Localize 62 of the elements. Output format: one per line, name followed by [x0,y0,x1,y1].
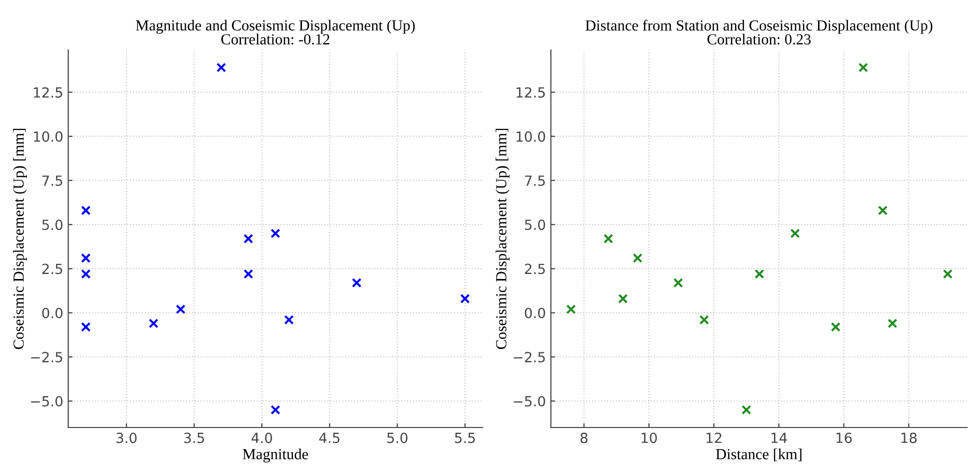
y-tick-label: 2.5 [524,264,545,274]
x-tick-label: 3.5 [184,432,204,444]
y-tick-label: 0.0 [524,308,546,318]
y-tick-label: −5.0 [31,396,62,407]
x-tick-label: 18 [901,432,917,444]
x-tick-label: 16 [836,432,852,444]
point [81,253,91,263]
y-tick-label: 12.5 [516,87,545,98]
x-tick-label: 4.5 [319,432,340,444]
point [284,315,294,325]
point [632,253,642,263]
point [270,228,280,238]
chart-title: Distance from Station and Coseismic Displacement (Up) Correlation: 0.23 [586,20,932,45]
point [216,62,226,72]
y-axis-title: Coseismic Displacement (Up) [mm] [496,128,510,350]
point [270,405,280,415]
point [81,206,91,216]
point [81,269,91,279]
point [244,234,254,244]
point [460,294,470,304]
point [699,315,710,325]
point [673,278,684,288]
y-axis-title: Coseismic Displacement (Up) [mm] [13,128,27,350]
x-axis-title: Distance [km] [716,448,802,462]
y-tick-label: 12.5 [34,87,62,98]
y-tick-label: −2.5 [31,352,62,362]
point [790,228,800,238]
x-tick-label: 10 [642,432,657,444]
y-tick-label: 7.5 [42,176,62,186]
x-tick-label: 3.0 [116,432,137,444]
y-tick-label: 5.0 [42,220,62,230]
point [858,62,868,72]
point [352,278,362,288]
y-tick-label: 10.0 [516,131,546,142]
y-tick-label: 5.0 [525,220,546,230]
point [81,322,91,332]
y-tick-label: 10.0 [34,131,62,142]
x-tick-label: 14 [772,432,787,443]
point [604,234,614,244]
y-tick-label: −5.0 [514,396,546,407]
x-tick-label: 4.0 [252,432,272,444]
point [618,294,628,304]
y-tick-label: −2.5 [514,352,545,362]
point [754,269,764,279]
x-tick-label: 8 [580,432,588,444]
chart-title: Magnitude and Coseismic Displacement (Up) Correlation: -0.12 [136,20,415,45]
point [942,269,953,279]
y-tick-label: 2.5 [42,264,62,274]
x-tick-label: 12 [706,432,722,443]
y-tick-label: 7.5 [525,176,545,186]
point [566,304,576,314]
point [176,304,186,314]
point [878,206,888,216]
x-tick-label: 5.0 [387,432,408,444]
point [244,269,254,279]
x-axis-title: Magnitude [242,448,308,462]
point [148,318,158,328]
x-tick-label: 5.5 [455,432,475,444]
point [830,322,841,332]
point [888,318,898,328]
y-tick-label: 0.0 [42,308,62,318]
point [742,405,752,415]
